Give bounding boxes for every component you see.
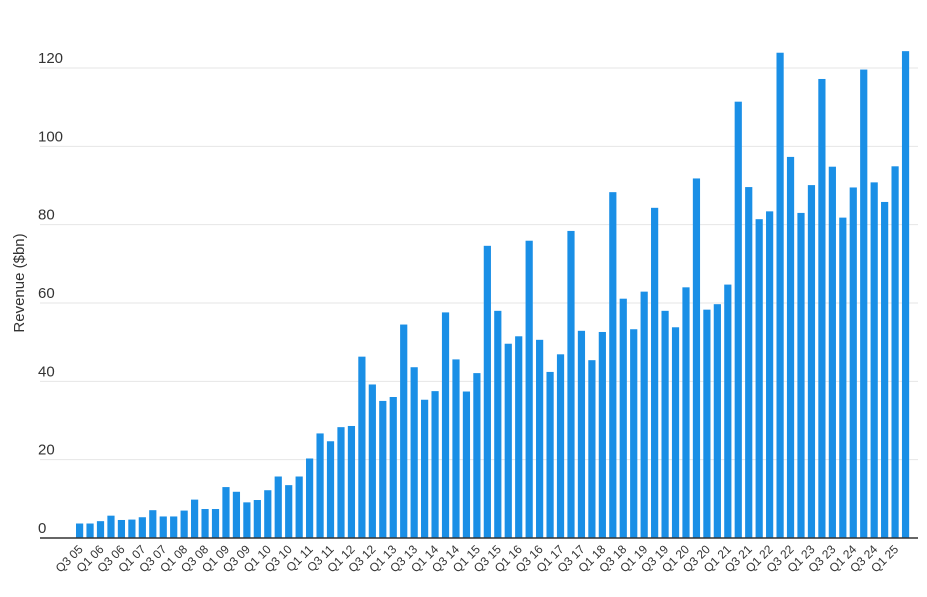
bar bbox=[159, 516, 167, 538]
bar bbox=[316, 433, 324, 538]
bar bbox=[421, 399, 429, 538]
bars bbox=[76, 51, 910, 539]
bar bbox=[651, 207, 659, 538]
bar bbox=[96, 521, 105, 538]
bar bbox=[870, 182, 878, 538]
bar bbox=[379, 400, 387, 538]
bar bbox=[766, 211, 774, 538]
bar bbox=[734, 101, 742, 539]
bar bbox=[839, 217, 847, 538]
bar bbox=[86, 523, 94, 538]
bar bbox=[818, 78, 826, 538]
bar bbox=[630, 329, 638, 538]
bar bbox=[671, 327, 680, 538]
bar bbox=[326, 441, 335, 538]
bar bbox=[191, 499, 199, 538]
bar bbox=[149, 510, 157, 538]
bar bbox=[222, 487, 230, 538]
bar bbox=[494, 310, 502, 538]
bar bbox=[703, 309, 711, 538]
bar bbox=[609, 192, 617, 538]
y-tick-label: 0 bbox=[38, 520, 46, 537]
bar bbox=[901, 51, 910, 538]
bar bbox=[849, 187, 857, 538]
bar bbox=[546, 371, 554, 538]
y-tick-label: 120 bbox=[38, 50, 63, 67]
bar bbox=[243, 502, 251, 538]
bar bbox=[264, 490, 272, 538]
y-tick-label: 40 bbox=[38, 363, 55, 380]
bar bbox=[828, 166, 836, 538]
bar bbox=[483, 245, 491, 538]
bar bbox=[441, 312, 450, 538]
bar bbox=[504, 343, 512, 538]
bar bbox=[661, 310, 669, 538]
bar bbox=[410, 367, 418, 538]
bar bbox=[285, 485, 293, 539]
bar bbox=[807, 185, 816, 539]
bar bbox=[692, 178, 701, 538]
y-tick-label: 80 bbox=[38, 207, 55, 224]
bar bbox=[431, 391, 439, 539]
bar bbox=[368, 384, 376, 538]
bar bbox=[786, 156, 795, 538]
bar bbox=[400, 324, 408, 538]
bar bbox=[473, 373, 481, 538]
bar bbox=[682, 287, 690, 538]
bar bbox=[337, 427, 345, 538]
bar bbox=[180, 510, 188, 538]
bar bbox=[598, 331, 606, 538]
bar bbox=[567, 230, 575, 538]
bar bbox=[776, 52, 784, 538]
bar bbox=[797, 212, 805, 539]
bar bbox=[755, 219, 763, 538]
bar bbox=[536, 339, 544, 538]
bar bbox=[117, 519, 126, 538]
bar bbox=[619, 298, 627, 538]
bar bbox=[358, 356, 366, 538]
bar bbox=[640, 291, 648, 538]
bar bbox=[891, 166, 899, 538]
y-tick-label: 60 bbox=[38, 285, 55, 302]
bar bbox=[170, 516, 178, 538]
bar bbox=[253, 500, 261, 538]
bar bbox=[389, 397, 397, 538]
bar bbox=[347, 425, 356, 538]
bar bbox=[745, 187, 753, 538]
y-axis-title: Revenue ($bn) bbox=[11, 233, 28, 332]
y-tick-label: 100 bbox=[38, 128, 63, 145]
bar bbox=[128, 519, 136, 538]
bar bbox=[462, 391, 471, 538]
y-axis-ticks: 0 20 40 60 80 100 120 bbox=[38, 50, 63, 537]
bar bbox=[138, 517, 146, 538]
bar bbox=[881, 201, 889, 538]
bar bbox=[295, 476, 303, 538]
bar bbox=[306, 458, 314, 538]
bar bbox=[211, 509, 220, 538]
bar bbox=[201, 509, 209, 538]
y-tick-label: 20 bbox=[38, 442, 55, 459]
bar bbox=[274, 476, 282, 538]
bar bbox=[860, 69, 868, 538]
bar bbox=[232, 491, 241, 538]
bar bbox=[515, 336, 523, 538]
bar bbox=[556, 354, 565, 538]
bar bbox=[76, 523, 84, 538]
bar bbox=[577, 330, 586, 538]
bar bbox=[107, 515, 115, 538]
bar bbox=[452, 359, 460, 538]
bar bbox=[588, 360, 596, 538]
bar bbox=[724, 284, 732, 538]
bar bbox=[713, 304, 721, 538]
bar bbox=[525, 240, 533, 538]
